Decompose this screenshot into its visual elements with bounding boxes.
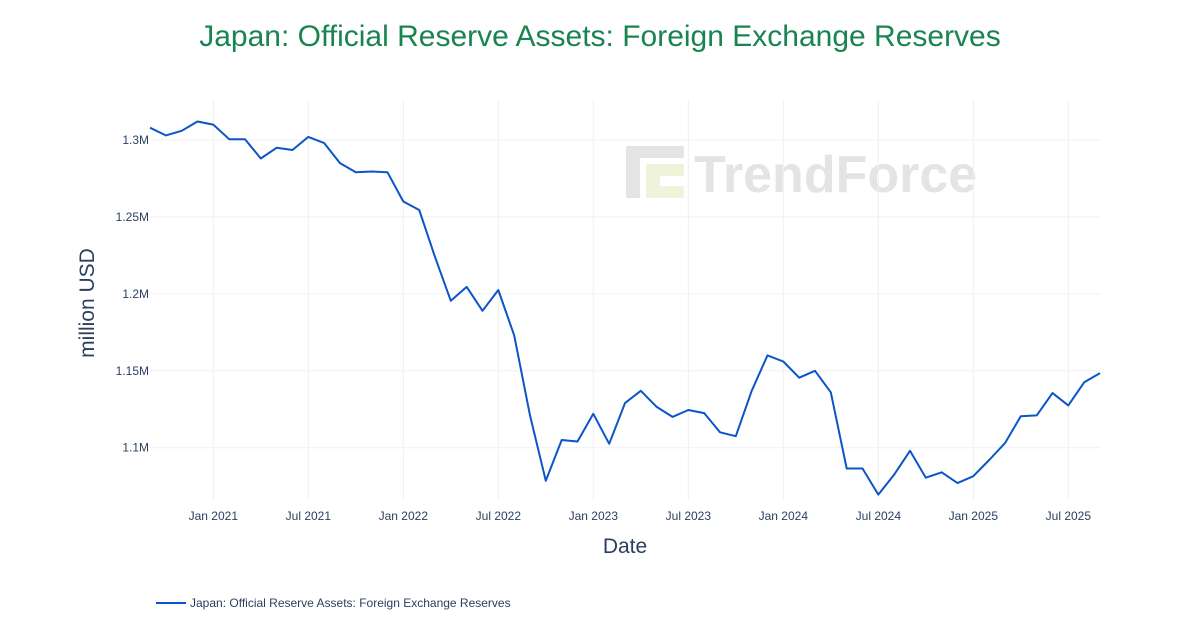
data-point[interactable]: [495, 287, 501, 293]
data-point[interactable]: [891, 472, 897, 478]
data-point[interactable]: [147, 125, 153, 131]
x-tick-label: Jan 2021: [189, 509, 239, 523]
trendforce-logo-icon: [626, 146, 684, 198]
y-tick-label: 1.25M: [116, 210, 149, 224]
data-point[interactable]: [749, 388, 755, 394]
data-point[interactable]: [844, 465, 850, 471]
data-point[interactable]: [337, 160, 343, 166]
legend-label: Japan: Official Reserve Assets: Foreign …: [190, 596, 511, 610]
y-tick-label: 1.2M: [122, 287, 149, 301]
data-point[interactable]: [1065, 402, 1071, 408]
data-point[interactable]: [527, 412, 533, 418]
data-point[interactable]: [685, 407, 691, 413]
data-point[interactable]: [923, 475, 929, 481]
data-point[interactable]: [369, 169, 375, 175]
data-point[interactable]: [765, 352, 771, 358]
series-line[interactable]: [149, 120, 1101, 496]
data-point[interactable]: [1050, 390, 1056, 396]
data-point[interactable]: [195, 119, 201, 125]
data-point[interactable]: [179, 128, 185, 134]
y-tick-label: 1.3M: [122, 133, 149, 147]
x-tick-label: Jul 2025: [1046, 509, 1092, 523]
data-point[interactable]: [875, 492, 881, 498]
data-point[interactable]: [733, 433, 739, 439]
data-point[interactable]: [290, 147, 296, 153]
data-point[interactable]: [258, 155, 264, 161]
data-point[interactable]: [590, 411, 596, 417]
x-tick-label: Jul 2023: [666, 509, 712, 523]
y-axis: 1.1M 1.15M 1.2M 1.25M 1.3M: [116, 133, 149, 455]
y-tick-label: 1.15M: [116, 364, 149, 378]
chart-title: Japan: Official Reserve Assets: Foreign …: [199, 20, 1001, 53]
data-point[interactable]: [1018, 413, 1024, 419]
data-point[interactable]: [701, 410, 707, 416]
x-tick-label: Jan 2023: [569, 509, 619, 523]
data-point[interactable]: [986, 457, 992, 463]
data-point[interactable]: [970, 473, 976, 479]
x-tick-label: Jul 2021: [286, 509, 332, 523]
x-tick-label: Jan 2025: [949, 509, 999, 523]
data-point[interactable]: [385, 169, 391, 175]
data-point[interactable]: [717, 429, 723, 435]
data-point[interactable]: [543, 478, 549, 484]
data-point[interactable]: [242, 136, 248, 142]
data-point[interactable]: [416, 207, 422, 213]
data-point[interactable]: [400, 199, 406, 205]
y-axis-title: million USD: [76, 248, 99, 358]
data-point[interactable]: [226, 136, 232, 142]
data-point[interactable]: [353, 169, 359, 175]
data-point[interactable]: [780, 359, 786, 365]
watermark: TrendForce: [626, 146, 977, 204]
data-point[interactable]: [606, 441, 612, 447]
data-point[interactable]: [907, 448, 913, 454]
data-point[interactable]: [432, 254, 438, 260]
data-point[interactable]: [828, 389, 834, 395]
data-point[interactable]: [622, 400, 628, 406]
watermark-text: TrendForce: [694, 146, 977, 204]
data-point[interactable]: [1081, 379, 1087, 385]
data-point[interactable]: [448, 298, 454, 304]
data-point[interactable]: [955, 480, 961, 486]
data-point[interactable]: [796, 375, 802, 381]
data-point[interactable]: [1034, 412, 1040, 418]
x-tick-label: Jul 2022: [476, 509, 522, 523]
data-point[interactable]: [670, 414, 676, 420]
data-point[interactable]: [480, 308, 486, 314]
data-point[interactable]: [654, 404, 660, 410]
data-point[interactable]: [321, 140, 327, 146]
series-layer: [147, 119, 1103, 498]
x-axis-title: Date: [603, 535, 647, 558]
legend-line-swatch: [156, 602, 186, 604]
data-point[interactable]: [559, 437, 565, 443]
data-point[interactable]: [464, 284, 470, 290]
data-point[interactable]: [939, 469, 945, 475]
data-point[interactable]: [575, 439, 581, 445]
data-point[interactable]: [163, 132, 169, 138]
data-point[interactable]: [274, 145, 280, 151]
x-tick-label: Jan 2022: [379, 509, 429, 523]
data-point[interactable]: [1097, 370, 1103, 376]
x-tick-label: Jul 2024: [856, 509, 902, 523]
grid: [150, 100, 1100, 500]
x-axis: Jan 2021 Jul 2021 Jan 2022 Jul 2022 Jan 2023…: [189, 509, 1092, 523]
data-point[interactable]: [511, 332, 517, 338]
legend[interactable]: Japan: Official Reserve Assets: Foreign …: [156, 596, 511, 610]
data-point[interactable]: [1002, 440, 1008, 446]
x-tick-label: Jan 2024: [759, 509, 809, 523]
data-point[interactable]: [638, 388, 644, 394]
data-point[interactable]: [860, 465, 866, 471]
data-point[interactable]: [812, 368, 818, 374]
data-point[interactable]: [210, 122, 216, 128]
data-point[interactable]: [305, 134, 311, 140]
y-tick-label: 1.1M: [122, 441, 149, 455]
